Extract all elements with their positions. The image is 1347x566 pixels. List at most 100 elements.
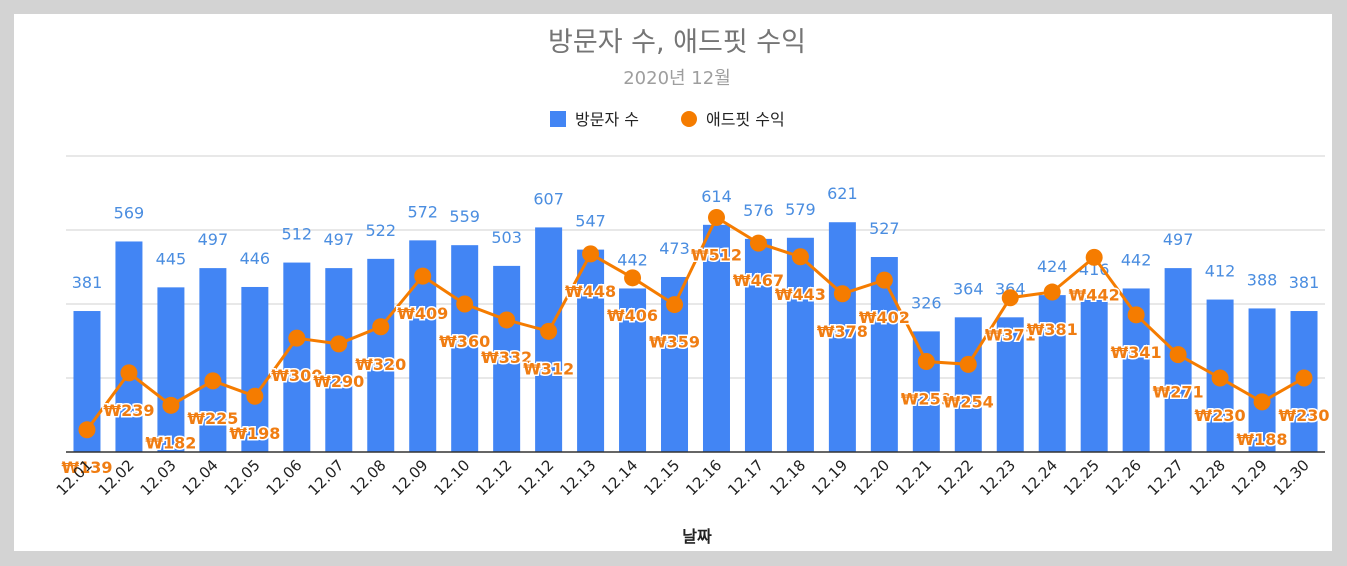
line-point	[540, 322, 558, 340]
line-point	[624, 269, 642, 287]
chart-title: 방문자 수, 애드핏 수익	[548, 27, 806, 58]
bar	[912, 331, 940, 452]
line-value-label: ₩442	[1069, 285, 1120, 304]
x-tick-label: 12.09	[388, 456, 431, 499]
line-value-label: ₩312	[523, 359, 574, 378]
line-value-label: ₩259	[901, 389, 952, 408]
x-tick-label: 12.07	[305, 456, 348, 499]
x-tick-label: 12.12	[472, 456, 515, 499]
legend-bar-label: 방문자 수	[575, 110, 639, 129]
line-point	[246, 387, 264, 405]
bar-value-label: 446	[240, 249, 271, 268]
bar-value-label: 559	[449, 207, 480, 226]
line-point	[1211, 369, 1229, 387]
chart-subtitle: 2020년 12월	[623, 68, 731, 89]
bar	[199, 268, 227, 452]
bar-value-label: 424	[1037, 257, 1068, 276]
line-value-label: ₩360	[439, 332, 490, 351]
line-value-label: ₩290	[313, 372, 364, 391]
line-labels: ₩139 ₩239 ₩182 ₩225₩198 ₩300₩290₩320 ₩409 ₩360…	[60, 244, 1331, 478]
line-value-label: ₩230	[1278, 406, 1329, 425]
bar-value-label: 576	[743, 201, 774, 220]
bar	[493, 265, 521, 452]
bar-value-label: 614	[701, 187, 732, 206]
x-tick-label: 12.16	[682, 456, 725, 499]
chart-svg: 방문자 수, 애드핏 수익 2020년 12월 방문자 수 애드핏 수익 381…	[53, 27, 1331, 546]
line-point	[1253, 393, 1271, 411]
x-tick-label: 12.13	[556, 456, 599, 499]
line-point	[959, 355, 977, 373]
x-tick-label: 12.12	[514, 456, 557, 499]
bar-value-label: 445	[156, 249, 187, 268]
line-point	[1169, 346, 1187, 364]
legend-line-label: 애드핏 수익	[706, 110, 785, 129]
line-value-label: ₩188	[1237, 430, 1288, 449]
line-value-label: ₩300	[271, 366, 322, 385]
line-point	[1043, 283, 1061, 301]
bar-value-label: 497	[198, 230, 229, 249]
bar-value-label: 607	[533, 189, 564, 208]
line-point	[330, 335, 348, 353]
bar	[241, 286, 269, 452]
line-point	[1085, 248, 1103, 266]
x-tick-label: 12.26	[1102, 456, 1145, 499]
line-value-label: ₩182	[145, 433, 196, 452]
line-value-label: ₩402	[859, 308, 910, 327]
line-point	[666, 296, 684, 314]
bar-labels: 381 569 445 497 446 512 497 522 572 559 503 607 547 4…	[72, 184, 1320, 312]
bar	[702, 224, 730, 452]
line-point	[1127, 306, 1145, 324]
line-value-label: ₩448	[565, 282, 616, 301]
bar-value-label: 527	[869, 219, 900, 238]
line-value-label: ₩381	[1027, 320, 1078, 339]
x-tick-label: 12.08	[346, 456, 389, 499]
line-value-label: ₩406	[607, 306, 658, 325]
line-value-label: ₩320	[355, 355, 406, 374]
x-tick-label: 12.17	[724, 456, 767, 499]
x-tick-label: 12.24	[1018, 456, 1061, 499]
line-point	[456, 295, 474, 313]
line-point	[1001, 289, 1019, 307]
bar-value-label: 569	[114, 203, 145, 222]
line-value-label: ₩467	[733, 271, 784, 290]
bar-value-label: 621	[827, 184, 858, 203]
x-tick-label: 12.15	[640, 456, 683, 499]
bar	[451, 245, 479, 452]
x-tick-label: 12.04	[179, 456, 222, 499]
line-point	[372, 318, 390, 336]
bar-value-label: 326	[911, 293, 942, 312]
line-point	[204, 372, 222, 390]
x-tick-label: 12.10	[430, 456, 473, 499]
line-point	[1295, 369, 1313, 387]
line-value-label: ₩139	[61, 458, 112, 477]
bar	[325, 268, 353, 452]
bar-value-label: 381	[1289, 273, 1320, 292]
x-tick-label: 12.20	[850, 456, 893, 499]
line-value-label: ₩230	[1195, 406, 1246, 425]
x-tick-label: 12.19	[808, 456, 851, 499]
x-tick-label: 12.06	[263, 456, 306, 499]
x-tick-label: 12.28	[1186, 456, 1229, 499]
line-point	[875, 271, 893, 289]
line-point	[78, 421, 96, 439]
bar	[577, 249, 605, 452]
x-axis-title: 날짜	[682, 527, 712, 546]
bar	[115, 241, 143, 452]
bar-value-label: 388	[1247, 270, 1278, 289]
bar-value-label: 579	[785, 200, 816, 219]
bar-value-label: 497	[1163, 230, 1194, 249]
x-tick-labels: 12.0112.0212.0312.0412.0512.0612.0712.08…	[53, 456, 1313, 499]
bar	[744, 238, 772, 452]
x-tick-label: 12.03	[137, 456, 180, 499]
line-points	[78, 208, 1313, 439]
x-tick-label: 12.18	[766, 456, 809, 499]
bar-value-label: 381	[72, 273, 103, 292]
x-tick-label: 12.27	[1144, 456, 1187, 499]
x-tick-label: 12.22	[934, 456, 977, 499]
line-value-label: ₩443	[775, 285, 826, 304]
bar-value-label: 547	[575, 212, 606, 231]
line-point	[498, 311, 516, 329]
x-tick-label: 12.29	[1228, 456, 1271, 499]
legend: 방문자 수 애드핏 수익	[550, 110, 785, 129]
bar-value-label: 412	[1205, 262, 1236, 281]
